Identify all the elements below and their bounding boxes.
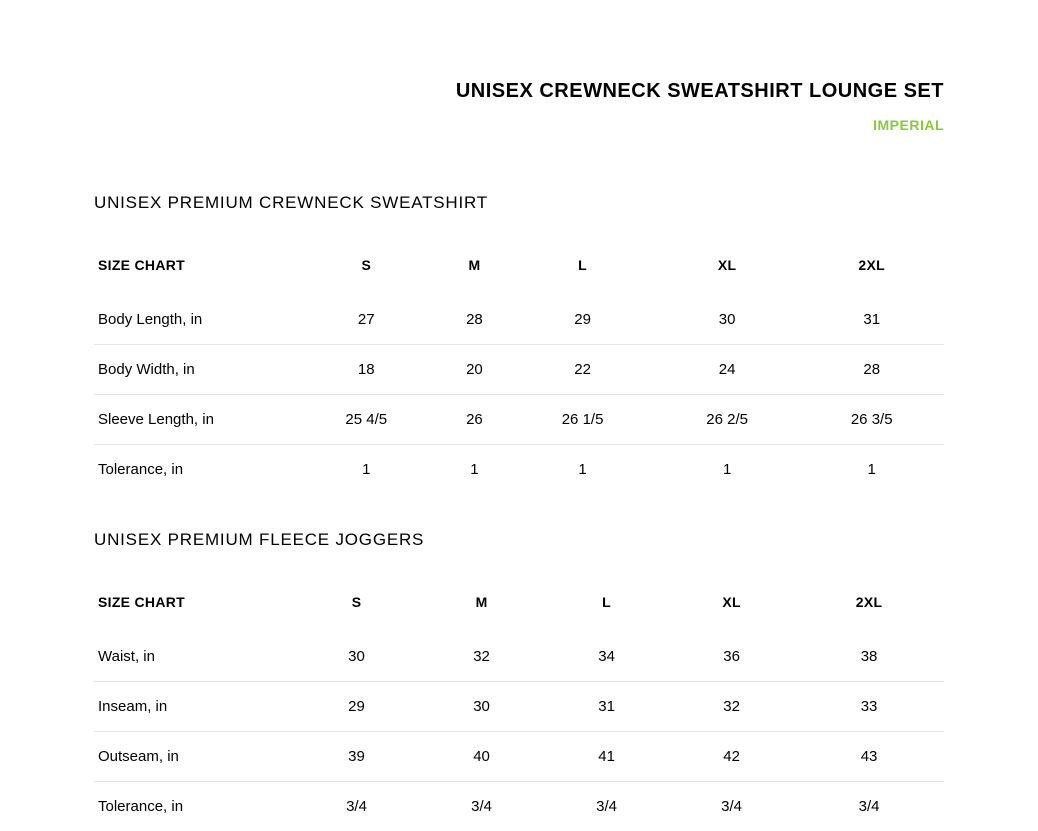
unit-label: IMPERIAL <box>94 117 944 133</box>
table-header-size: M <box>439 241 511 295</box>
table-header-size: XL <box>655 241 800 295</box>
table-row: Body Width, in1820222428 <box>94 345 944 395</box>
table-header-size: L <box>510 241 655 295</box>
cell-value: 32 <box>669 682 794 732</box>
cell-value: 30 <box>655 295 800 345</box>
sections-container: UNISEX PREMIUM CREWNECK SWEATSHIRT SIZE C… <box>94 193 944 831</box>
cell-value: 3/4 <box>669 782 794 831</box>
cell-value: 32 <box>419 632 544 682</box>
cell-value: 20 <box>439 345 511 395</box>
cell-value: 3/4 <box>794 782 944 831</box>
cell-value: 3/4 <box>544 782 669 831</box>
cell-value: 24 <box>655 345 800 395</box>
cell-value: 27 <box>294 295 439 345</box>
size-chart-section: UNISEX PREMIUM CREWNECK SWEATSHIRT SIZE C… <box>94 193 944 494</box>
section-title: UNISEX PREMIUM CREWNECK SWEATSHIRT <box>94 193 944 213</box>
table-header-label: SIZE CHART <box>94 578 294 632</box>
cell-value: 30 <box>294 632 419 682</box>
table-row: Waist, in3032343638 <box>94 632 944 682</box>
cell-value: 26 1/5 <box>510 395 655 445</box>
cell-value: 1 <box>294 445 439 495</box>
table-header-size: XL <box>669 578 794 632</box>
cell-value: 1 <box>799 445 944 495</box>
table-row: Sleeve Length, in25 4/52626 1/526 2/526 … <box>94 395 944 445</box>
table-row: Tolerance, in3/43/43/43/43/4 <box>94 782 944 831</box>
cell-value: 42 <box>669 732 794 782</box>
row-label: Outseam, in <box>94 732 294 782</box>
cell-value: 28 <box>799 345 944 395</box>
row-label: Body Width, in <box>94 345 294 395</box>
row-label: Waist, in <box>94 632 294 682</box>
table-header-label: SIZE CHART <box>94 241 294 295</box>
cell-value: 26 3/5 <box>799 395 944 445</box>
table-row: Outseam, in3940414243 <box>94 732 944 782</box>
table-header-size: M <box>419 578 544 632</box>
row-label: Tolerance, in <box>94 782 294 831</box>
table-header-size: S <box>294 578 419 632</box>
table-header-size: 2XL <box>794 578 944 632</box>
cell-value: 39 <box>294 732 419 782</box>
cell-value: 28 <box>439 295 511 345</box>
cell-value: 1 <box>510 445 655 495</box>
cell-value: 36 <box>669 632 794 682</box>
table-header-size: S <box>294 241 439 295</box>
size-chart-table: SIZE CHARTSMLXL2XLBody Length, in2728293… <box>94 241 944 494</box>
table-header-size: 2XL <box>799 241 944 295</box>
table-row: Inseam, in2930313233 <box>94 682 944 732</box>
cell-value: 25 4/5 <box>294 395 439 445</box>
cell-value: 18 <box>294 345 439 395</box>
row-label: Tolerance, in <box>94 445 294 495</box>
cell-value: 38 <box>794 632 944 682</box>
table-row: Tolerance, in11111 <box>94 445 944 495</box>
table-row: Body Length, in2728293031 <box>94 295 944 345</box>
cell-value: 41 <box>544 732 669 782</box>
cell-value: 1 <box>439 445 511 495</box>
cell-value: 1 <box>655 445 800 495</box>
size-chart-table: SIZE CHARTSMLXL2XLWaist, in3032343638Ins… <box>94 578 944 831</box>
cell-value: 30 <box>419 682 544 732</box>
cell-value: 26 <box>439 395 511 445</box>
cell-value: 3/4 <box>294 782 419 831</box>
cell-value: 43 <box>794 732 944 782</box>
cell-value: 33 <box>794 682 944 732</box>
row-label: Inseam, in <box>94 682 294 732</box>
header: UNISEX CREWNECK SWEATSHIRT LOUNGE SET IM… <box>94 80 944 133</box>
section-title: UNISEX PREMIUM FLEECE JOGGERS <box>94 530 944 550</box>
size-chart-section: UNISEX PREMIUM FLEECE JOGGERS SIZE CHARTS… <box>94 530 944 831</box>
cell-value: 26 2/5 <box>655 395 800 445</box>
cell-value: 29 <box>294 682 419 732</box>
cell-value: 34 <box>544 632 669 682</box>
cell-value: 22 <box>510 345 655 395</box>
cell-value: 31 <box>544 682 669 732</box>
row-label: Sleeve Length, in <box>94 395 294 445</box>
cell-value: 29 <box>510 295 655 345</box>
cell-value: 31 <box>799 295 944 345</box>
row-label: Body Length, in <box>94 295 294 345</box>
page-title: UNISEX CREWNECK SWEATSHIRT LOUNGE SET <box>94 80 944 103</box>
table-header-size: L <box>544 578 669 632</box>
cell-value: 40 <box>419 732 544 782</box>
cell-value: 3/4 <box>419 782 544 831</box>
